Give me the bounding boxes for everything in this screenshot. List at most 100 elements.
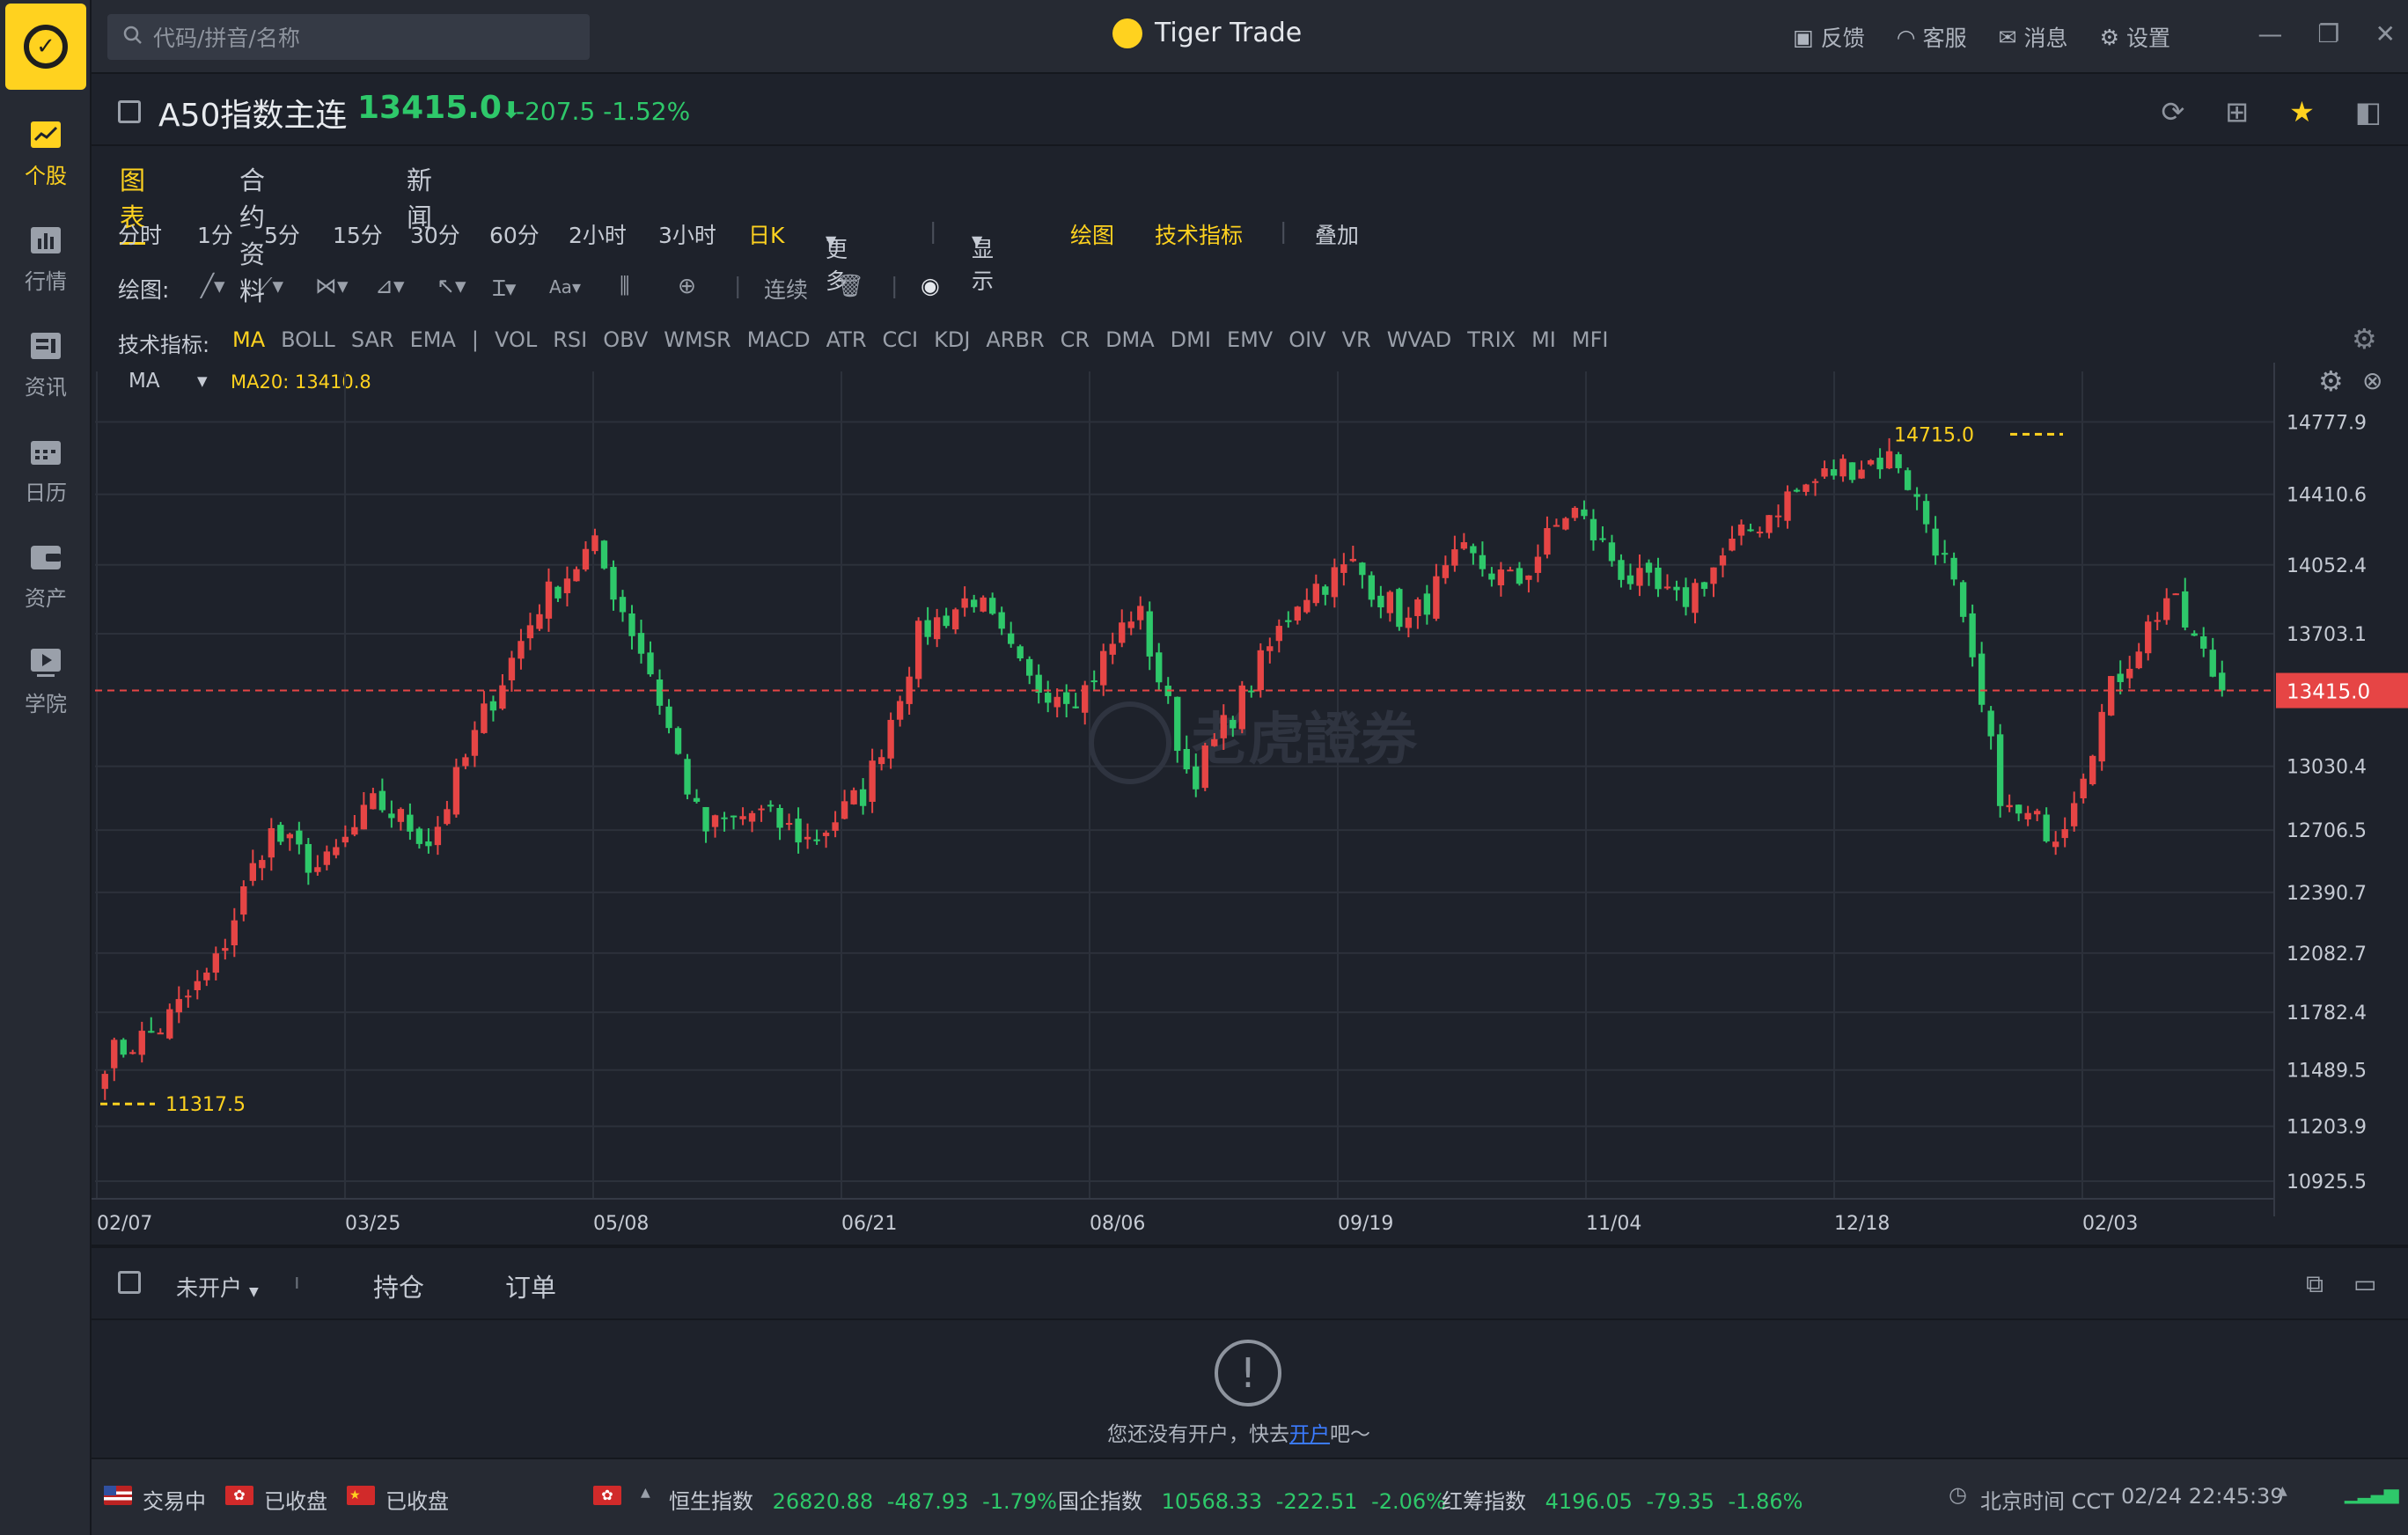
panel-toggle-icon[interactable] <box>118 1271 141 1294</box>
feedback-button[interactable]: ▣ 反馈 <box>1793 21 1865 53</box>
indicator-ma[interactable]: MA <box>232 327 266 352</box>
candle-body <box>832 822 839 831</box>
indicator-emv[interactable]: EMV <box>1226 327 1274 352</box>
grid-layout-icon[interactable]: ⊞ <box>2225 95 2250 129</box>
messages-label: 消息 <box>2023 26 2068 51</box>
sidebar-item-assets[interactable]: 资产 <box>0 528 92 625</box>
indicator-vr[interactable]: VR <box>1341 327 1371 352</box>
candlestick-chart[interactable]: 02/07 03/25 05/08 06/21 08/06 09/19 11/04 12/18… <box>92 363 2408 1243</box>
period-60m[interactable]: 60分 <box>489 223 540 248</box>
candle-body <box>647 652 654 675</box>
tab-chart[interactable]: 图表 <box>120 160 146 245</box>
indicator-settings-gear-icon[interactable]: ⚙ <box>2352 322 2377 356</box>
period-15m[interactable]: 15分 <box>333 223 383 248</box>
text-tool-icon[interactable]: Ɪ▾ <box>493 275 517 301</box>
arrow-tool-icon[interactable]: ↖▾ <box>437 273 466 298</box>
account-dropdown[interactable]: 未开户 ▼ <box>176 1271 259 1303</box>
candle-body <box>1858 469 1865 479</box>
refresh-icon[interactable]: ⟳ <box>2161 95 2185 129</box>
index-ticker[interactable]: 红筹指数 4196.05 -79.35 -1.86% <box>1442 1484 1802 1515</box>
popout-icon[interactable]: ⧉ <box>2306 1269 2324 1298</box>
candle-tool-icon[interactable]: ⫼ <box>620 273 630 298</box>
service-button[interactable]: ◠ 客服 <box>1897 21 1967 53</box>
x-tick-label: 06/21 <box>841 1213 897 1235</box>
overlay-button[interactable]: 叠加 <box>1315 223 1360 248</box>
candle-body <box>1442 565 1450 578</box>
indicator-dmi[interactable]: DMI <box>1170 327 1211 352</box>
tab-contract-info[interactable]: 合约资料 <box>239 165 266 306</box>
x-tick-label: 12/18 <box>1834 1213 1890 1235</box>
tab-positions[interactable]: 持仓 <box>373 1273 425 1303</box>
indicator-ema[interactable]: EMA <box>409 327 456 352</box>
indicator-rsi[interactable]: RSI <box>553 327 588 352</box>
tab-news[interactable]: 新闻 <box>407 165 433 232</box>
open-account-link[interactable]: 开户 <box>1289 1423 1330 1446</box>
period-1m[interactable]: 1分 <box>197 223 233 248</box>
indicator-cci[interactable]: CCI <box>882 327 919 352</box>
tab-orders[interactable]: 订单 <box>505 1273 557 1303</box>
favorite-star-icon[interactable]: ★ <box>2289 95 2315 129</box>
ma-caret-down-icon[interactable]: ▼ <box>197 373 208 389</box>
indicator-wmsr[interactable]: WMSR <box>664 327 731 352</box>
indicator-boll[interactable]: BOLL <box>281 327 335 352</box>
sidebar-item-calendar[interactable]: 日历 <box>0 422 92 519</box>
indicators-toggle[interactable]: 技术指标 <box>1155 223 1244 248</box>
caret-up-icon[interactable]: ▲ <box>641 1486 650 1500</box>
period-timeshare[interactable]: 分时 <box>118 223 163 248</box>
indicator-vol[interactable]: VOL <box>494 327 538 352</box>
watermark-text: 老虎證券 <box>1192 708 1418 773</box>
indicator-mfi[interactable]: MFI <box>1571 327 1609 352</box>
indicator-oiv[interactable]: OIV <box>1288 327 1326 352</box>
indicator-sar[interactable]: SAR <box>350 327 394 352</box>
draw-toggle[interactable]: 绘图 <box>1070 223 1115 248</box>
close-indicator-icon[interactable]: ⊗ <box>2362 366 2383 395</box>
indicator-atr[interactable]: ATR <box>826 327 867 352</box>
indicator-cr[interactable]: CR <box>1060 327 1090 352</box>
ma-select[interactable]: MA <box>128 370 160 393</box>
indicator-wvad[interactable]: WVAD <box>1386 327 1452 352</box>
indicator-macd[interactable]: MACD <box>746 327 811 352</box>
period-3h[interactable]: 3小时 <box>658 223 716 248</box>
sidebar-toggle-icon[interactable]: ◧ <box>2354 95 2382 129</box>
period-30m[interactable]: 30分 <box>410 223 460 248</box>
caret-up-icon[interactable]: ▲ <box>2278 1484 2287 1498</box>
line-tool-icon[interactable]: ╱▾ <box>201 273 225 298</box>
collapse-panel-icon[interactable]: ▭ <box>2353 1269 2377 1298</box>
eye-icon[interactable]: ◉ <box>921 273 940 298</box>
indicator-kdj[interactable]: KDJ <box>934 327 971 352</box>
panel-toggle-icon[interactable] <box>118 100 141 123</box>
tiger-logo[interactable]: ✓ <box>5 4 86 90</box>
indicator-dma[interactable]: DMA <box>1105 327 1155 352</box>
period-5m[interactable]: 5分 <box>264 223 300 248</box>
zoom-icon[interactable]: ⊕ <box>678 273 696 298</box>
sidebar-item-academy[interactable]: 学院 <box>0 634 92 731</box>
restore-icon[interactable]: ❐ <box>2317 19 2340 48</box>
continuous-button[interactable]: 连续 <box>764 277 809 303</box>
sidebar-item-stock[interactable]: 个股 <box>0 106 92 202</box>
search-input[interactable]: 代码/拼音/名称 <box>107 14 590 60</box>
sidebar-item-market[interactable]: 行情 <box>0 211 92 308</box>
high-label: 14715.0 <box>1894 424 1974 446</box>
index-ticker[interactable]: 恒生指数 26820.88 -487.93 -1.79% <box>669 1484 1057 1515</box>
polyline-tool-icon[interactable]: ⟋▾ <box>257 273 284 298</box>
period-2h[interactable]: 2小时 <box>569 223 627 248</box>
chart-settings-gear-icon[interactable]: ⚙ <box>2318 364 2344 398</box>
sidebar-item-news[interactable]: 资讯 <box>0 317 92 414</box>
minimize-icon[interactable]: — <box>2258 19 2283 48</box>
top-actions: ▣ 反馈 ◠ 客服 ✉ 消息 ⚙ 设置 <box>1793 21 2170 53</box>
close-icon[interactable]: ✕ <box>2375 19 2396 48</box>
messages-button[interactable]: ✉ 消息 <box>1999 21 2068 53</box>
indicator-trix[interactable]: TRIX <box>1467 327 1516 352</box>
indicator-mi[interactable]: MI <box>1531 327 1556 352</box>
trash-icon[interactable]: 🗑 <box>836 273 864 298</box>
indicator-obv[interactable]: OBV <box>603 327 649 352</box>
wave-tool-icon[interactable]: ⋈▾ <box>315 273 349 298</box>
period-daily[interactable]: 日K <box>748 223 785 248</box>
candle-body <box>1045 693 1052 703</box>
chart-svg[interactable]: 02/07 03/25 05/08 06/21 08/06 09/19 11/04 12/18… <box>92 363 2408 1243</box>
indicator-arbr[interactable]: ARBR <box>986 327 1045 352</box>
settings-button[interactable]: ⚙ 设置 <box>2100 21 2170 53</box>
fib-tool-icon[interactable]: ⊿▾ <box>375 273 405 298</box>
font-tool-icon[interactable]: Aa▾ <box>549 276 581 297</box>
index-ticker[interactable]: 国企指数 10568.33 -222.51 -2.06% <box>1058 1484 1446 1515</box>
